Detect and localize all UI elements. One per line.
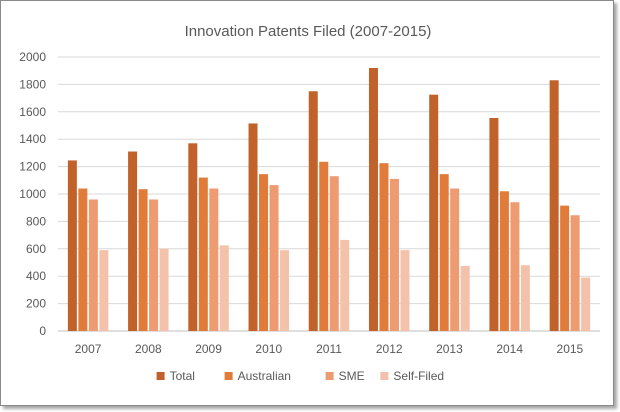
y-tick-label: 1400 xyxy=(19,132,46,146)
legend-swatch xyxy=(380,372,389,380)
x-tick-label: 2015 xyxy=(557,342,584,356)
y-tick-label: 0 xyxy=(39,324,46,338)
x-tick-label: 2013 xyxy=(436,342,463,356)
legend-swatch xyxy=(325,372,334,380)
bar-total-2015 xyxy=(549,80,559,331)
legend-item: SME xyxy=(325,369,365,383)
bar-australian-2013 xyxy=(439,174,449,331)
bar-australian-2011 xyxy=(319,161,329,331)
legend-item: Total xyxy=(156,369,195,383)
bar-self-filed-2012 xyxy=(400,250,410,331)
legend-label: Self-Filed xyxy=(393,369,444,383)
gridlines xyxy=(58,56,600,332)
bar-australian-2009 xyxy=(198,177,208,331)
bar-total-2009 xyxy=(188,143,198,331)
x-axis: 2007 2008 2009 2010 2011 2012 2013 2014 2015 xyxy=(75,342,584,356)
bar-total-2014 xyxy=(489,117,499,331)
bar-sme-2014 xyxy=(510,202,520,331)
bar-sme-2013 xyxy=(450,188,460,331)
bar-australian-2015 xyxy=(560,205,570,331)
bar-australian-2007 xyxy=(78,188,88,331)
x-tick-label: 2014 xyxy=(496,342,523,356)
y-tick-label: 1000 xyxy=(19,187,46,201)
bar-self-filed-2011 xyxy=(340,239,350,331)
bar-total-2012 xyxy=(368,67,378,332)
y-tick-label: 2000 xyxy=(19,50,46,64)
bar-sme-2012 xyxy=(389,178,399,331)
bar-self-filed-2013 xyxy=(460,265,470,331)
y-axis: 0 200 400 600 800 1000 1200 1400 1600 1800 2000 xyxy=(19,50,46,338)
bar-sme-2009 xyxy=(209,188,219,331)
bar-australian-2008 xyxy=(138,189,148,331)
x-tick-label: 2008 xyxy=(135,342,162,356)
legend-swatch xyxy=(224,372,233,380)
x-tick-label: 2010 xyxy=(255,342,282,356)
y-tick-label: 600 xyxy=(26,242,46,256)
legend-swatch xyxy=(156,372,165,380)
y-tick-label: 1200 xyxy=(19,160,46,174)
bar-sme-2007 xyxy=(88,199,98,331)
bar-sme-2015 xyxy=(570,215,580,331)
x-tick-label: 2007 xyxy=(75,342,102,356)
y-tick-label: 800 xyxy=(26,214,46,228)
x-tick-label: 2012 xyxy=(376,342,403,356)
y-tick-label: 1600 xyxy=(19,105,46,119)
bar-total-2008 xyxy=(128,151,138,331)
y-tick-label: 200 xyxy=(26,297,46,311)
bar-sme-2010 xyxy=(269,185,279,331)
bar-total-2010 xyxy=(248,123,258,331)
legend-item: Self-Filed xyxy=(380,369,444,383)
bar-total-2011 xyxy=(308,91,318,331)
bar-self-filed-2007 xyxy=(99,250,109,331)
bar-australian-2010 xyxy=(259,174,269,331)
y-tick-label: 1800 xyxy=(19,77,46,91)
bar-self-filed-2014 xyxy=(520,265,530,331)
x-tick-label: 2009 xyxy=(195,342,222,356)
legend: Total Australian SME Self-Filed xyxy=(156,369,444,383)
legend-label: Total xyxy=(170,369,195,383)
bar-self-filed-2009 xyxy=(219,245,229,331)
bar-sme-2011 xyxy=(329,176,339,331)
bar-self-filed-2015 xyxy=(581,277,591,331)
bar-total-2007 xyxy=(67,160,77,331)
bars xyxy=(67,67,591,332)
chart-title: Innovation Patents Filed (2007-2015) xyxy=(185,23,432,40)
bar-self-filed-2010 xyxy=(280,250,290,331)
x-tick-label: 2011 xyxy=(316,342,342,356)
bar-self-filed-2008 xyxy=(159,248,169,331)
bar-total-2013 xyxy=(429,94,439,331)
bar-australian-2012 xyxy=(379,163,389,331)
legend-item: Australian xyxy=(224,369,291,383)
legend-label: Australian xyxy=(238,369,291,383)
bar-australian-2014 xyxy=(499,191,509,331)
bar-sme-2008 xyxy=(149,199,159,331)
legend-label: SME xyxy=(339,369,365,383)
y-tick-label: 400 xyxy=(26,269,46,283)
